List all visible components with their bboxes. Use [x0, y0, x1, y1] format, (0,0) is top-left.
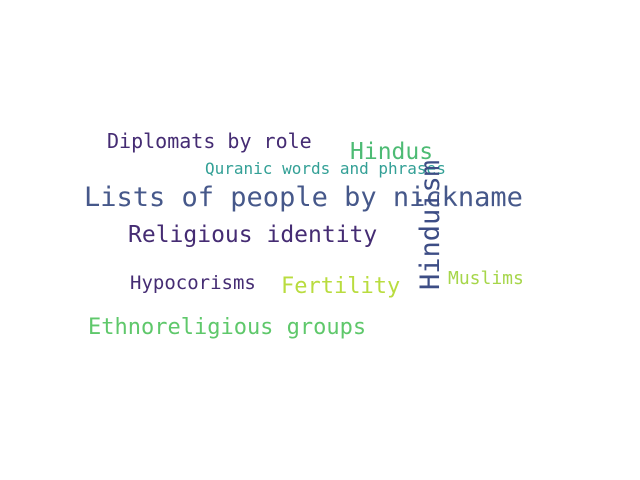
- word-religious-identity: Religious identity: [128, 222, 378, 248]
- word-hinduism: Hinduism: [415, 159, 446, 291]
- word-quranic-words-and-phrases: Quranic words and phrases: [205, 159, 446, 178]
- word-ethnoreligious-groups: Ethnoreligious groups: [88, 315, 367, 340]
- word-muslims: Muslims: [448, 268, 524, 289]
- word-diplomats-by-role: Diplomats by role: [107, 129, 312, 153]
- word-hindus: Hindus: [350, 139, 434, 165]
- word-lists-of-people-by-nickname: Lists of people by nickname: [84, 182, 523, 213]
- word-hypocorisms: Hypocorisms: [130, 272, 256, 294]
- word-fertility: Fertility: [281, 274, 401, 299]
